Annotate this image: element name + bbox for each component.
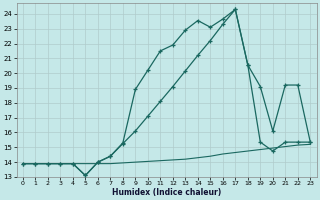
X-axis label: Humidex (Indice chaleur): Humidex (Indice chaleur) [112,188,221,197]
